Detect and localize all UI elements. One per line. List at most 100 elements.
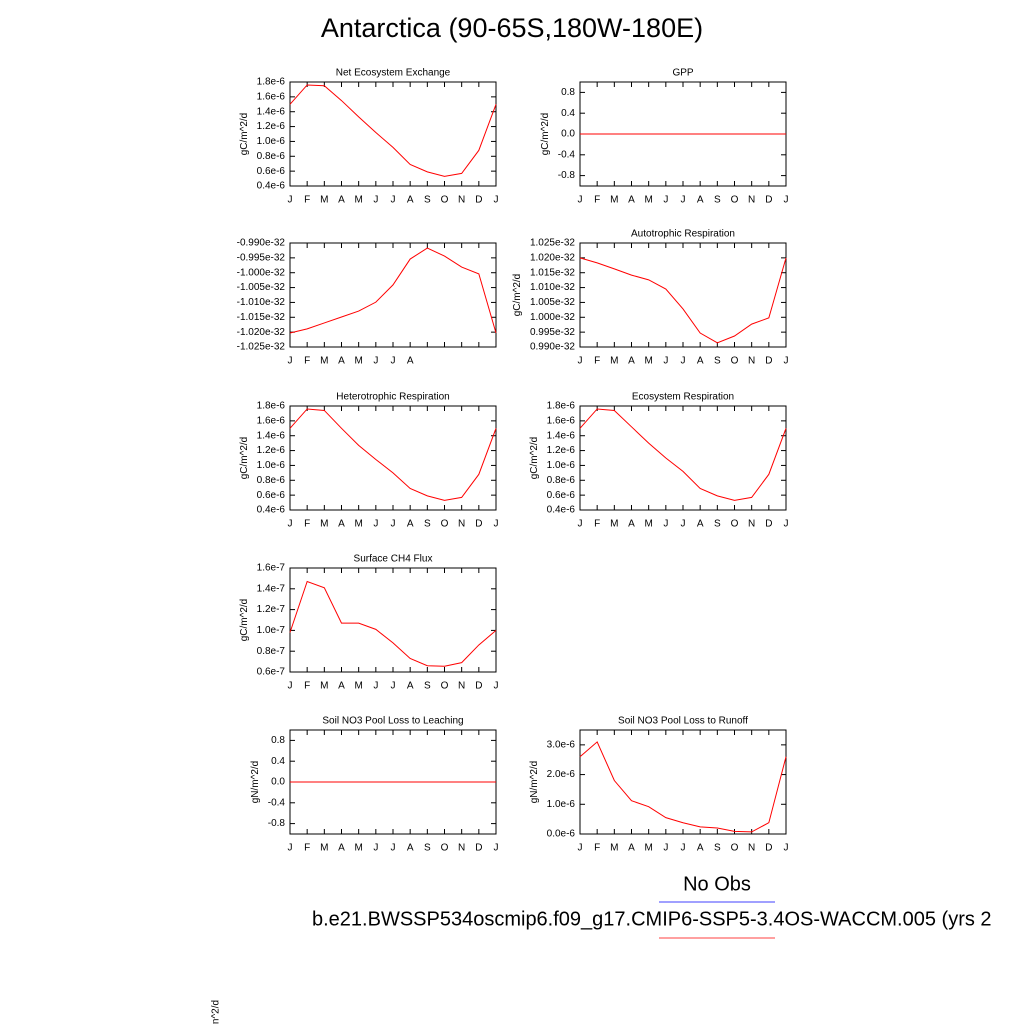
y-tick-label: 1.6e-6 xyxy=(257,91,286,102)
x-tick-label: A xyxy=(697,195,704,206)
y-axis-label: gC/m^2/d xyxy=(239,113,250,156)
y-tick-label: 1.8e-6 xyxy=(547,401,576,412)
y-tick-label: 1.0e-7 xyxy=(257,625,286,636)
data-line xyxy=(579,408,787,501)
x-tick-label: N xyxy=(748,195,755,206)
panel-title: Surface CH4 Flux xyxy=(354,554,433,565)
x-tick-label: S xyxy=(714,356,721,367)
y-tick-label: -1.000e-32 xyxy=(237,267,286,278)
x-tick-label: J xyxy=(578,519,583,530)
x-tick-label: J xyxy=(663,356,668,367)
x-tick-label: A xyxy=(697,356,704,367)
legend-label: No Obs xyxy=(683,873,751,895)
plot-frame xyxy=(289,567,497,673)
x-tick-label: J xyxy=(578,843,583,854)
x-tick-label: O xyxy=(441,195,449,206)
x-tick-label: F xyxy=(594,843,600,854)
y-tick-label: 1.025e-32 xyxy=(530,238,575,249)
y-tick-label: 0.995e-32 xyxy=(530,327,575,338)
x-tick-label: A xyxy=(338,195,345,206)
x-tick-label: S xyxy=(424,195,431,206)
x-tick-label: J xyxy=(784,195,789,206)
x-tick-label: J xyxy=(578,356,583,367)
x-tick-label: F xyxy=(304,195,310,206)
x-tick-label: M xyxy=(354,519,362,530)
x-tick-label: S xyxy=(714,195,721,206)
x-tick-label: M xyxy=(644,843,652,854)
plot-frame xyxy=(579,729,787,835)
y-tick-label: 1.4e-6 xyxy=(547,430,576,441)
x-tick-label: J xyxy=(373,356,378,367)
data-line xyxy=(289,408,497,501)
x-tick-label: M xyxy=(354,843,362,854)
y-tick-label: -0.4 xyxy=(268,797,286,808)
y-tick-label: 1.4e-7 xyxy=(257,583,286,594)
y-tick-label: 1.6e-6 xyxy=(547,415,576,426)
y-tick-label: 0.4e-6 xyxy=(257,505,286,516)
x-tick-label: M xyxy=(320,356,328,367)
x-tick-label: J xyxy=(391,356,396,367)
x-tick-label: J xyxy=(494,681,499,692)
plot-frame xyxy=(289,81,497,187)
y-tick-label: 0.4e-6 xyxy=(257,181,286,192)
x-tick-label: J xyxy=(373,681,378,692)
x-tick-label: J xyxy=(784,519,789,530)
x-tick-label: D xyxy=(765,356,772,367)
x-tick-label: J xyxy=(494,195,499,206)
x-tick-label: F xyxy=(594,356,600,367)
x-tick-label: F xyxy=(304,681,310,692)
x-tick-label: M xyxy=(354,681,362,692)
y-tick-label: 3.0e-6 xyxy=(547,739,576,750)
x-tick-label: M xyxy=(320,519,328,530)
x-tick-label: M xyxy=(320,681,328,692)
y-axis-label: gN/m^2/d xyxy=(529,761,540,804)
x-tick-label: M xyxy=(610,519,618,530)
y-tick-label: 0.8 xyxy=(561,87,575,98)
y-tick-label: 0.8e-7 xyxy=(257,646,286,657)
x-tick-label: A xyxy=(338,519,345,530)
x-tick-label: N xyxy=(748,356,755,367)
panel-title: GPP xyxy=(672,68,693,79)
y-tick-label: 0.8e-6 xyxy=(257,475,286,486)
x-tick-label: J xyxy=(391,843,396,854)
y-tick-label: 1.8e-6 xyxy=(257,401,286,412)
x-tick-label: F xyxy=(594,195,600,206)
x-tick-label: N xyxy=(748,519,755,530)
y-tick-label: 0.0e-6 xyxy=(547,829,576,840)
y-tick-label: 1.005e-32 xyxy=(530,297,575,308)
y-tick-label: -1.010e-32 xyxy=(237,297,286,308)
x-tick-label: M xyxy=(610,356,618,367)
y-axis-label: gC/m^2/d xyxy=(540,113,551,156)
x-tick-label: J xyxy=(373,195,378,206)
x-tick-label: M xyxy=(610,843,618,854)
y-tick-label: -0.995e-32 xyxy=(237,252,286,263)
x-tick-label: A xyxy=(628,843,635,854)
plot-frame xyxy=(289,242,497,348)
y-tick-label: -0.8 xyxy=(558,170,576,181)
x-tick-label: J xyxy=(288,681,293,692)
data-line xyxy=(289,247,497,334)
y-tick-label: 1.2e-6 xyxy=(257,121,286,132)
y-tick-label: 0.6e-6 xyxy=(257,490,286,501)
data-line xyxy=(579,741,787,833)
panel-title: Net Ecosystem Exchange xyxy=(336,68,451,79)
y-tick-label: 0.0 xyxy=(271,777,285,788)
x-tick-label: A xyxy=(407,681,414,692)
x-tick-label: J xyxy=(784,356,789,367)
x-tick-label: O xyxy=(731,356,739,367)
x-tick-label: J xyxy=(373,519,378,530)
y-tick-label: 1.4e-6 xyxy=(257,106,286,117)
x-tick-label: J xyxy=(681,843,686,854)
y-tick-label: 1.8e-6 xyxy=(257,77,286,88)
panel-title: Autotrophic Respiration xyxy=(631,229,735,240)
x-tick-label: D xyxy=(475,843,482,854)
x-tick-label: J xyxy=(373,843,378,854)
y-tick-label: 0.6e-7 xyxy=(257,667,286,678)
x-tick-label: A xyxy=(407,195,414,206)
y-tick-label: 1.4e-6 xyxy=(257,430,286,441)
x-tick-label: D xyxy=(765,195,772,206)
y-tick-label: 0.8e-6 xyxy=(257,151,286,162)
x-tick-label: D xyxy=(475,681,482,692)
y-tick-label: -1.025e-32 xyxy=(237,342,286,353)
